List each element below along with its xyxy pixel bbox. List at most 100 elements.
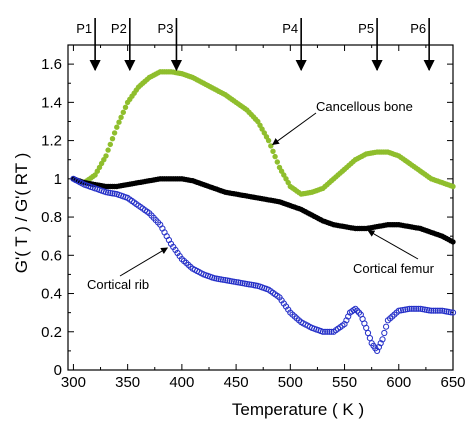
data-marker: [343, 317, 350, 324]
data-marker: [326, 328, 333, 335]
data-marker: [430, 307, 437, 314]
data-marker: [419, 306, 426, 313]
data-marker: [226, 277, 233, 284]
y-tick-label: 0.6: [41, 247, 62, 264]
data-point: [114, 124, 120, 130]
series-cancellous-bone: [70, 69, 456, 197]
data-marker: [355, 309, 363, 316]
data-marker: [415, 305, 422, 312]
data-point: [352, 305, 359, 312]
data-marker: [111, 190, 118, 197]
data-marker: [246, 281, 253, 288]
axes-layer: 300 350 400 450 500 550 600 650 0 0.2 0.4 0.6 0.8 1 1.…: [41, 44, 466, 391]
data-marker: [381, 329, 388, 337]
data-marker: [324, 328, 331, 335]
data-marker: [105, 147, 111, 153]
data-point: [319, 328, 326, 335]
event-marker-label: P6: [410, 21, 426, 36]
y-tick-label: 1.2: [41, 133, 62, 150]
data-marker: [413, 305, 420, 312]
data-marker: [107, 189, 114, 197]
data-marker: [248, 281, 255, 288]
data-marker: [239, 280, 246, 287]
data-marker: [441, 308, 448, 315]
data-marker: [383, 323, 390, 330]
data-marker: [224, 277, 231, 284]
x-tick-label: 550: [332, 374, 357, 391]
data-point: [265, 137, 272, 144]
data-marker: [397, 307, 404, 314]
data-marker: [408, 305, 415, 312]
data-point: [379, 336, 386, 343]
event-marker-label: P2: [111, 21, 127, 36]
y-tick-label: 1.4: [41, 94, 62, 111]
data-point: [428, 307, 435, 314]
y-tick-label: 0.4: [41, 286, 62, 303]
event-marker-label: P3: [158, 21, 174, 36]
data-marker: [116, 119, 122, 125]
x-tick-label: 400: [169, 374, 194, 391]
data-point: [406, 305, 413, 312]
data-marker: [434, 307, 441, 314]
data-point: [363, 324, 370, 331]
data-point: [103, 153, 109, 159]
data-marker: [426, 307, 433, 314]
data-marker: [109, 190, 116, 197]
data-point: [395, 307, 402, 314]
annotation-arrow: [119, 247, 169, 277]
plot-frame: [67, 44, 454, 371]
data-marker: [111, 130, 118, 136]
x-tick-label: 500: [278, 374, 303, 391]
annotation-label: Cortical femur: [353, 261, 435, 276]
data-marker: [421, 306, 428, 313]
y-axis-label: G'( T ) / G'( RT ): [12, 153, 31, 273]
event-marker-label: P5: [358, 21, 374, 36]
event-markers-layer: P1 P2 P3 P4 P5 P6: [76, 18, 435, 72]
x-tick-label: 300: [61, 374, 86, 391]
x-tick-label: 650: [440, 374, 465, 391]
event-marker-label: P1: [76, 21, 92, 36]
data-marker: [105, 189, 112, 196]
data-marker: [230, 278, 237, 285]
series-cortical-rib: [70, 175, 457, 354]
data-marker: [217, 276, 224, 283]
annotation-arrow: [367, 230, 419, 260]
data-point: [233, 279, 240, 286]
data-marker: [366, 335, 373, 342]
y-tick-label: 1: [54, 171, 62, 188]
data-marker: [443, 308, 450, 315]
series-cortical-femur: [70, 176, 456, 245]
data-marker: [377, 340, 384, 347]
annotations-layer: Cancellous bone Cortical femur Cortical ri…: [87, 99, 435, 292]
annotation-label: Cortical rib: [87, 277, 149, 292]
data-marker: [272, 153, 278, 160]
data-marker: [118, 114, 124, 121]
data-point: [449, 309, 457, 316]
data-marker: [268, 143, 274, 149]
data-point: [450, 183, 456, 190]
y-tick-label: 0.2: [41, 324, 62, 341]
data-point: [450, 239, 456, 245]
data-marker: [436, 307, 444, 314]
data-marker: [400, 306, 407, 314]
y-tick-label: 1.6: [41, 56, 62, 73]
series-layer: [70, 69, 457, 354]
data-marker: [122, 104, 129, 111]
data-marker: [321, 328, 329, 335]
data-marker: [402, 306, 409, 313]
data-point: [374, 347, 381, 354]
y-tick-label: 0.8: [41, 209, 62, 226]
data-point: [243, 280, 250, 288]
data-marker: [109, 136, 116, 142]
data-marker: [120, 109, 127, 116]
data-marker: [364, 329, 372, 337]
data-marker: [432, 307, 439, 314]
x-tick-label: 600: [386, 374, 411, 391]
annotation-arrow: [272, 112, 317, 146]
data-marker: [220, 276, 227, 283]
annotation-label: Cancellous bone: [316, 99, 413, 114]
data-marker: [252, 282, 259, 289]
data-marker: [447, 309, 454, 316]
event-marker-label: P4: [282, 21, 298, 36]
